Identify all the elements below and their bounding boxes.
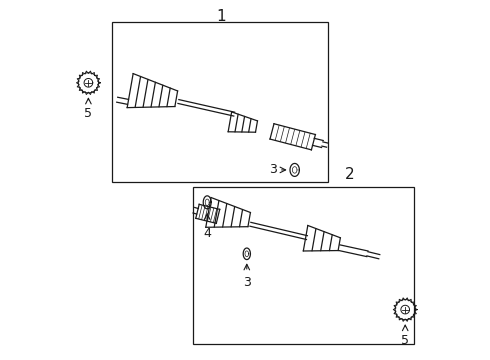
Text: 4: 4 [203, 227, 211, 240]
Bar [193, 187, 414, 344]
Text: 5: 5 [401, 334, 409, 347]
Text: 5: 5 [84, 107, 93, 120]
Text: 3: 3 [269, 163, 277, 176]
Bar [112, 22, 328, 182]
Text: 1: 1 [217, 9, 226, 24]
Text: 3: 3 [243, 276, 251, 289]
Text: 2: 2 [344, 167, 354, 182]
